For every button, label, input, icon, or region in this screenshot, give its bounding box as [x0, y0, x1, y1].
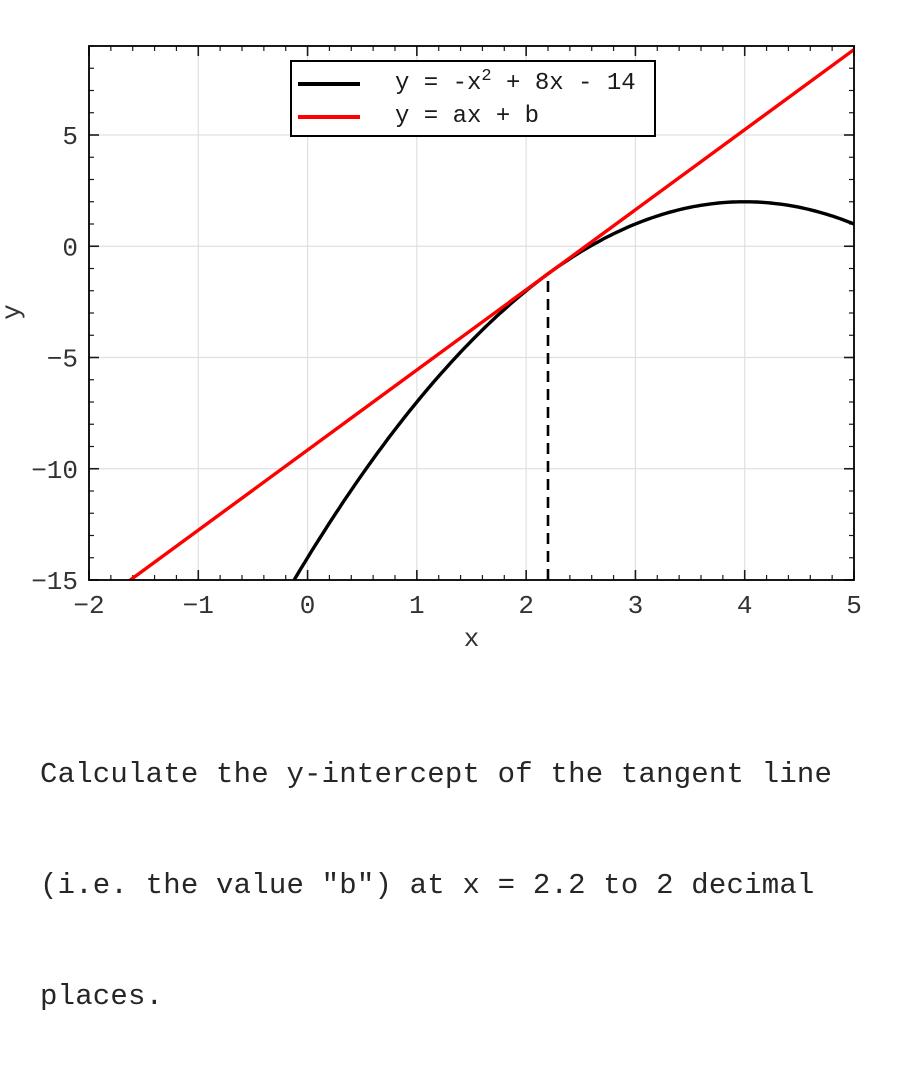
legend-line-sample-tangent	[298, 115, 360, 119]
legend-label-tangent-base: y = ax + b	[395, 103, 540, 130]
tangent-line	[127, 48, 854, 580]
y-tick-label: 5	[62, 122, 78, 152]
legend-line-sample-parabola	[298, 82, 360, 86]
x-tick-label: −1	[183, 591, 214, 621]
x-tick-label: 4	[737, 591, 753, 621]
question-line: Calculate the y-intercept of the tangent…	[40, 758, 833, 791]
legend-label-parabola: y = -x2 + 8x - 14	[395, 68, 636, 97]
x-axis-label: x	[464, 624, 480, 654]
legend-entry-tangent: y = ax + b	[292, 105, 654, 129]
plot-frame	[88, 45, 855, 581]
parabola-curve	[292, 200, 854, 580]
question-line: (i.e. the value "b") at x = 2.2 to 2 dec…	[40, 869, 815, 902]
legend: y = -x2 + 8x - 14 y = ax + b	[290, 60, 656, 137]
page: −2 −1 0 1 2 3 4 5 −15 −10 −5 0 5 x y y = -x2 + 8x - 14…	[0, 45, 862, 1013]
x-tick-label: 0	[300, 591, 316, 621]
x-tick-label: 5	[846, 591, 862, 621]
series-group	[127, 48, 854, 580]
y-tick-label: −15	[31, 567, 78, 597]
x-tick-label: 3	[628, 591, 644, 621]
y-tick-label: −5	[47, 345, 78, 375]
legend-label-parabola-exponent: 2	[481, 67, 492, 86]
x-tick-label: 2	[518, 591, 534, 621]
legend-label-parabola-rest: + 8x - 14	[491, 70, 636, 97]
y-axis-label: y	[0, 304, 27, 320]
legend-label-tangent: y = ax + b	[395, 105, 539, 129]
question-text: Calculate the y-intercept of the tangent…	[40, 682, 832, 1089]
y-tick-label: −10	[31, 456, 78, 486]
x-tick-label: 1	[409, 591, 425, 621]
x-tick-label: −2	[73, 591, 104, 621]
question-line: places.	[40, 980, 164, 1013]
legend-entry-parabola: y = -x2 + 8x - 14	[292, 68, 654, 97]
legend-label-parabola-base: y = -x	[395, 70, 482, 97]
y-tick-label: 0	[62, 233, 78, 263]
